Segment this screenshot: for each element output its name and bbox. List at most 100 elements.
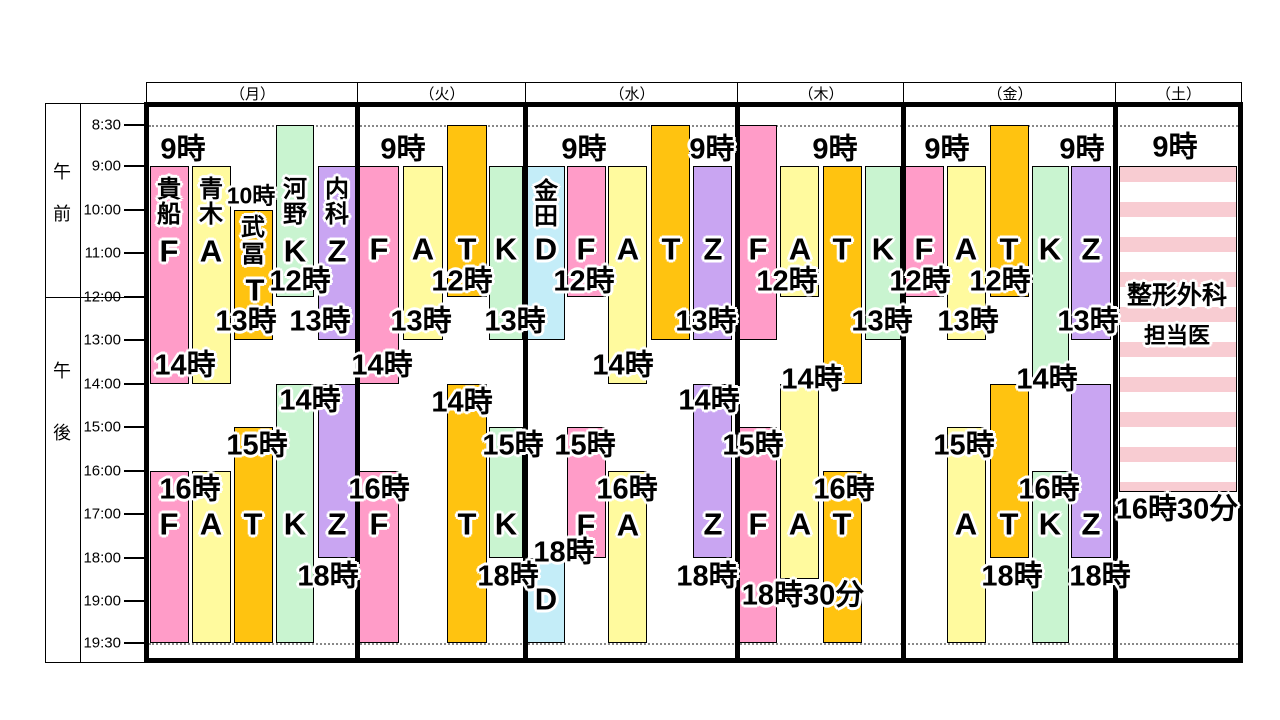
axis-time-label: 18:00 (83, 549, 121, 566)
schedule-bar (947, 427, 986, 643)
doctor-letter: F (576, 231, 596, 267)
time-label: 15時 (933, 429, 995, 462)
time-label: 12時 (756, 265, 818, 298)
schedule-bar (234, 427, 273, 643)
axis-tick (124, 469, 146, 472)
doctor-letter: K (494, 506, 518, 542)
axis-tick (124, 600, 146, 602)
doctor-name: 貴 (157, 176, 181, 203)
schedule-bar (947, 166, 986, 340)
doctor-letter: T (661, 231, 681, 267)
time-label: 12時 (269, 265, 331, 298)
time-label: 18時30分 (741, 579, 865, 612)
doctor-letter: K (283, 506, 307, 542)
time-label: 14時 (1016, 363, 1078, 396)
time-label: 9時 (812, 133, 858, 166)
doctor-letter: Z (703, 506, 723, 542)
axis-time-label: 14:00 (83, 375, 121, 392)
axis-time-label: 15:00 (83, 418, 121, 436)
schedule-bar (865, 166, 901, 340)
grid-column-border (1113, 102, 1118, 663)
axis-box-bottom-line (45, 662, 147, 663)
time-label: 15時 (554, 429, 616, 462)
time-label: 14時 (351, 349, 413, 382)
axis-box-left-line (45, 103, 46, 663)
doctor-letter: F (576, 507, 596, 543)
time-label: 12時 (889, 265, 951, 298)
dotted-line-0830 (149, 125, 1238, 127)
time-label: 9時 (689, 133, 735, 166)
day-header: （月） (146, 82, 359, 104)
grid-column-border (735, 102, 740, 663)
time-label: 14時 (279, 384, 341, 417)
doctor-letter: F (914, 231, 934, 267)
time-label: 12時 (553, 265, 615, 298)
schedule-bar (192, 166, 231, 384)
day-header: （土） (1115, 82, 1242, 104)
grid-column-border (1238, 102, 1243, 663)
doctor-letter: A (954, 506, 978, 542)
doctor-name: 野 (283, 201, 307, 228)
time-label: 16時 (1018, 473, 1080, 506)
time-label: 13時 (390, 305, 452, 338)
doctor-letter: K (494, 231, 518, 267)
doctor-letter: K (1038, 231, 1062, 267)
doctor-name: 内 (325, 176, 349, 203)
time-label: 15時 (722, 429, 784, 462)
axis-tick (124, 208, 146, 211)
axis-time-label: 19:00 (83, 592, 121, 610)
axis-tick (124, 339, 146, 341)
time-label: 16時 (348, 473, 410, 506)
doctor-name: 武 (241, 214, 265, 241)
doctor-letter: T (457, 231, 477, 267)
time-label: 16時30分 (1115, 493, 1239, 526)
schedule-bar (567, 427, 606, 558)
schedule-bar (780, 166, 819, 297)
doctor-letter: F (159, 506, 179, 542)
schedule-bar (1071, 383, 1111, 558)
doctor-letter: Z (327, 233, 347, 269)
doctor-letter: D (534, 581, 558, 617)
time-label: 12時 (431, 265, 493, 298)
axis-tick (124, 295, 146, 298)
grid-column-border (144, 102, 149, 663)
time-label: 16時 (159, 473, 221, 506)
doctor-letter: K (1038, 506, 1062, 542)
time-label: 9時 (160, 133, 206, 166)
schedule-bar (276, 383, 314, 643)
schedule-bar (608, 166, 647, 384)
time-label: 13時 (851, 305, 913, 338)
schedule-bar (447, 125, 487, 297)
time-label: 9時 (380, 133, 426, 166)
doctor-name: 科 (325, 201, 349, 228)
doctor-letter: Z (327, 506, 347, 542)
doctor-letter: F (748, 231, 768, 267)
schedule-bar (608, 470, 647, 643)
axis-tick (124, 382, 146, 385)
schedule-bar (990, 383, 1029, 558)
schedule-bar (1032, 166, 1069, 384)
doctor-name: 船 (157, 201, 181, 228)
doctor-letter: A (616, 507, 640, 543)
schedule-bar (780, 383, 819, 580)
doctor-letter: A (788, 506, 812, 542)
am-label-char: 午 (53, 162, 71, 182)
axis-tick (124, 124, 146, 126)
axis-tick (124, 556, 146, 559)
axis-tick (124, 165, 146, 167)
time-label: 14時 (678, 384, 740, 417)
day-header: （水） (525, 82, 739, 104)
schedule-bar (738, 427, 777, 643)
doctor-letter: T (245, 272, 265, 308)
doctor-letter: T (457, 506, 477, 542)
doctor-name: 青 (199, 176, 223, 203)
axis-time-label: 13:00 (83, 331, 121, 349)
day-header: （火） (357, 82, 527, 104)
axis-tick (124, 426, 146, 428)
time-label: 10時 (226, 182, 276, 209)
time-label: 18時 (533, 536, 595, 569)
doctor-name: 田 (534, 203, 558, 230)
doctor-letter: T (832, 506, 852, 542)
time-label: 9時 (924, 133, 970, 166)
doctor-name: 冨 (241, 241, 265, 268)
